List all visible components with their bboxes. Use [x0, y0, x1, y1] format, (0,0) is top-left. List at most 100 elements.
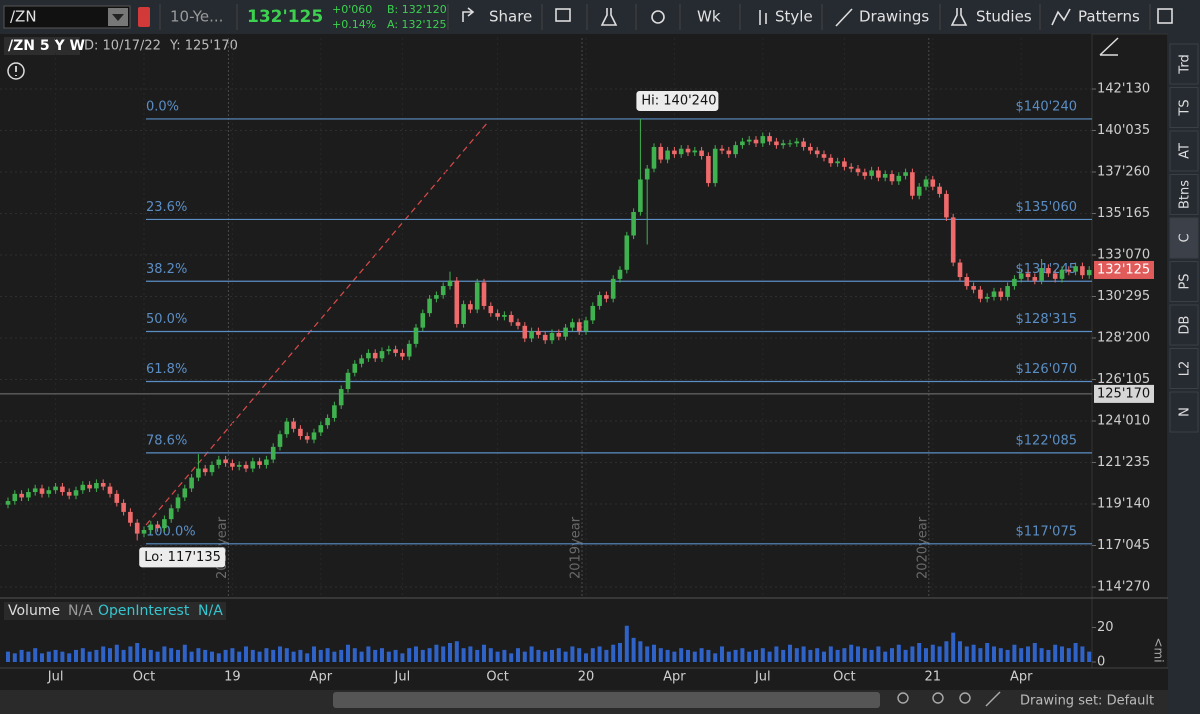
volume-bar — [1053, 644, 1058, 662]
patterns-icon[interactable] — [1051, 8, 1071, 26]
toolbar — [0, 0, 1200, 34]
dropdown-arrow — [112, 14, 124, 21]
side-tab-label[interactable]: DB — [1178, 316, 1193, 335]
volume-bar — [407, 648, 412, 662]
pct-change: +0.14% — [332, 18, 376, 31]
volume-bar — [849, 644, 854, 662]
volume-bar — [169, 648, 174, 662]
candle-body — [19, 493, 24, 498]
side-tab-label[interactable]: PS — [1178, 273, 1193, 289]
candle-body — [685, 148, 691, 153]
candle-body — [488, 305, 494, 314]
fib-price: $140'240 — [1016, 99, 1077, 114]
x-tick-label: Apr — [1010, 670, 1033, 685]
side-tab-label[interactable]: C — [1178, 233, 1193, 242]
side-tab[interactable] — [1169, 174, 1199, 215]
link-icon[interactable] — [138, 7, 150, 27]
candle-body — [53, 486, 58, 491]
side-tab-label[interactable]: Btns — [1178, 180, 1193, 209]
volume-bar — [420, 649, 425, 662]
volume-bar — [862, 648, 867, 662]
volume-bar — [686, 649, 690, 662]
candle-body — [753, 139, 759, 144]
y-tick-label: 135'165 — [1097, 206, 1150, 221]
candle-body — [1046, 267, 1051, 274]
volume-bar — [658, 648, 663, 662]
side-tab-label[interactable]: AT — [1178, 143, 1193, 159]
side-tab[interactable] — [1169, 130, 1199, 172]
flask-icon[interactable] — [600, 8, 618, 26]
candle-body — [230, 463, 235, 467]
candle-body — [610, 278, 616, 299]
candle-body — [692, 150, 698, 153]
volume-bar — [1005, 649, 1010, 662]
volume-bar — [529, 646, 534, 662]
volume-bar — [332, 651, 337, 662]
volume-bar — [964, 646, 969, 662]
volume-bar — [414, 646, 418, 662]
volume-bar — [611, 644, 616, 662]
style-icon[interactable] — [759, 10, 767, 25]
side-tab[interactable] — [1169, 391, 1199, 433]
side-tab[interactable] — [1169, 304, 1199, 346]
toolbar-button[interactable]: Patterns — [1078, 8, 1140, 26]
trend-line[interactable] — [145, 121, 489, 526]
fib-ratio: 50.0% — [146, 312, 187, 327]
x-tick-label: Apr — [663, 670, 686, 685]
fib-ratio: 78.6% — [146, 433, 187, 448]
volume-bar — [223, 649, 228, 662]
volume-bar — [216, 653, 221, 662]
volume-bar — [101, 646, 106, 662]
volume-bar — [298, 649, 303, 662]
y-tick-label: 137'260 — [1097, 165, 1150, 180]
side-tab[interactable] — [1169, 348, 1199, 389]
window-icon[interactable] — [1157, 8, 1173, 24]
scale-icon[interactable] — [1099, 37, 1119, 56]
volume-bar — [291, 651, 296, 662]
side-tab[interactable] — [1169, 87, 1199, 128]
volume-bar — [12, 653, 17, 662]
x-tick-label: 19 — [224, 670, 241, 685]
volume-bar — [108, 648, 112, 662]
settings-icon[interactable] — [651, 10, 665, 24]
studies-icon[interactable] — [950, 8, 968, 26]
candle-body — [393, 349, 398, 353]
symbol-input[interactable] — [3, 5, 131, 29]
toolbar-button[interactable]: Share — [489, 8, 532, 26]
drawings-icon[interactable] — [835, 8, 853, 27]
volume-bar — [1066, 648, 1071, 662]
volume-bar — [1026, 646, 1030, 662]
volume-bar — [726, 651, 731, 662]
volume-bar — [692, 651, 697, 662]
snapshot-icon[interactable] — [555, 8, 571, 22]
volume-bar — [754, 649, 758, 662]
toolbar-button[interactable]: Drawings — [859, 8, 929, 26]
volume-bar — [359, 651, 364, 662]
side-tab-label[interactable]: Trd — [1178, 54, 1193, 74]
x-tick-label: Oct — [833, 670, 855, 685]
alert-icon[interactable] — [7, 62, 25, 80]
scroll-thumb[interactable] — [333, 692, 880, 708]
drawing-set[interactable]: Drawing set: Default — [1020, 694, 1154, 709]
candle-body — [903, 172, 908, 176]
toolbar-button[interactable]: Studies — [976, 8, 1032, 26]
side-tab-label[interactable]: TS — [1178, 99, 1193, 116]
candle-body — [291, 421, 296, 429]
candle-body — [740, 141, 745, 146]
candle-body — [481, 282, 487, 306]
volume-bar — [781, 649, 786, 662]
side-tab[interactable] — [1169, 217, 1199, 259]
candle-body — [495, 313, 500, 317]
side-tab-label[interactable]: L2 — [1178, 361, 1193, 377]
toolbar-button[interactable]: Style — [775, 8, 813, 26]
side-tab[interactable] — [1169, 43, 1199, 85]
volume-bar — [373, 649, 378, 662]
volume-bar — [40, 653, 44, 662]
volume-bar — [516, 648, 520, 662]
share-icon[interactable] — [462, 7, 475, 22]
toolbar-button[interactable]: Wk — [697, 8, 721, 26]
side-tab-label[interactable]: N — [1178, 407, 1193, 417]
side-tab[interactable] — [1169, 261, 1199, 302]
cursor-tag — [1094, 384, 1154, 403]
